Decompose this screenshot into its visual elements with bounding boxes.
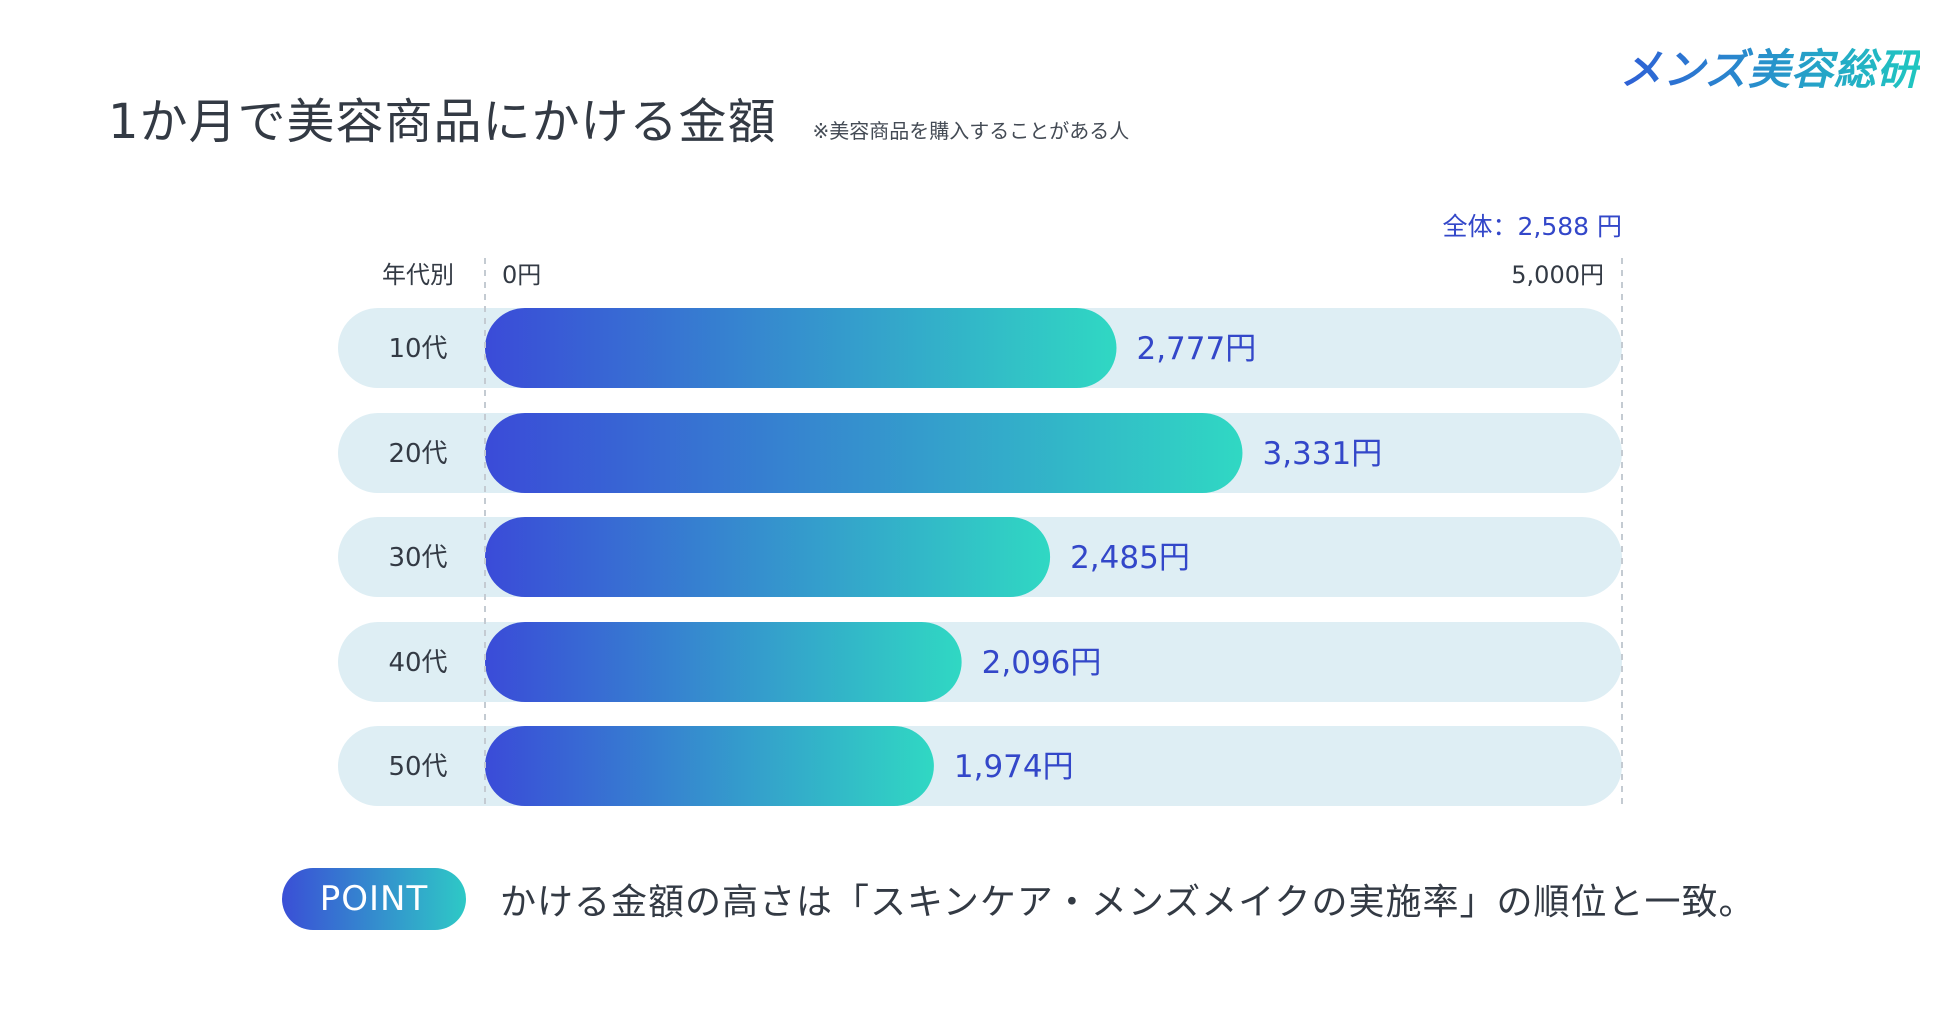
bar-50代 bbox=[485, 726, 934, 806]
bar-chart: 全体：2,588 円 年代別 0円 5,000円 10代 2,777円 20代 3,3… bbox=[338, 212, 1623, 808]
point-text: かける金額の高さは「スキンケア・メンズメイクの実施率」の順位と一致。 bbox=[500, 882, 1756, 923]
page-subtitle: ※美容商品を購入することがある人 bbox=[812, 119, 1130, 143]
bar-20代 bbox=[485, 413, 1243, 493]
brand-logo: メンズ美容総研 bbox=[1620, 36, 1920, 97]
category-label: 50代 bbox=[388, 752, 447, 782]
value-label: 3,331円 bbox=[1262, 436, 1382, 472]
category-label: 30代 bbox=[388, 543, 447, 573]
page-title: 1か月で美容商品にかける金額 bbox=[108, 94, 777, 150]
axis-max-label: 5,000円 bbox=[1511, 261, 1604, 289]
bar-40代 bbox=[485, 622, 962, 702]
value-label: 2,777円 bbox=[1136, 331, 1256, 367]
value-label: 2,096円 bbox=[982, 645, 1102, 681]
category-label: 10代 bbox=[388, 334, 447, 364]
bar-10代 bbox=[485, 308, 1117, 388]
value-label: 1,974円 bbox=[954, 749, 1074, 785]
axis-min-label: 0円 bbox=[502, 261, 541, 289]
point-badge: POINT bbox=[282, 868, 466, 930]
title-row: 1か月で美容商品にかける金額 ※美容商品を購入することがある人 bbox=[108, 82, 1129, 152]
category-label: 40代 bbox=[388, 648, 447, 678]
total-label: 全体：2,588 円 bbox=[1442, 212, 1622, 241]
point-row: POINT かける金額の高さは「スキンケア・メンズメイクの実施率」の順位と一致。 bbox=[282, 868, 1755, 930]
bar-30代 bbox=[485, 517, 1051, 597]
category-label: 20代 bbox=[388, 439, 447, 469]
value-label: 2,485円 bbox=[1070, 540, 1190, 576]
category-header: 年代別 bbox=[382, 261, 454, 289]
bar-rows: 10代 2,777円 20代 3,331円 30代 2,485円 40代 2,096円 50代 1… bbox=[338, 308, 1622, 806]
